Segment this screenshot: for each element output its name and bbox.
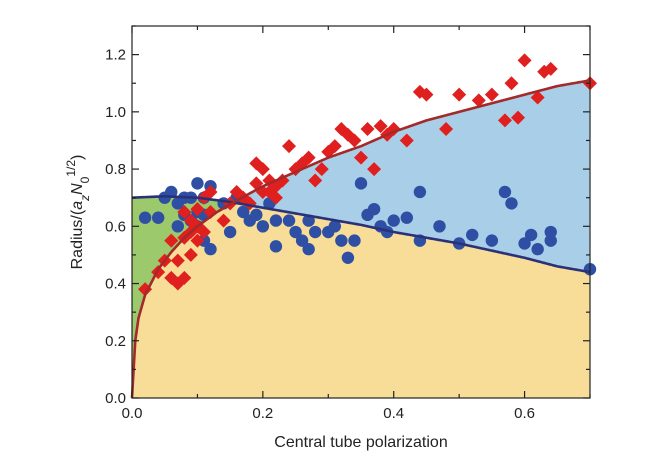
y-tick-label: 0.2 — [105, 333, 126, 350]
chart-points — [138, 53, 597, 297]
red-diamond-point — [399, 133, 414, 148]
blue-circle-point — [138, 211, 152, 224]
blue-circle-point — [223, 225, 237, 239]
red-diamond-point — [196, 225, 211, 240]
red-curve — [130, 79, 591, 399]
blue-circle-point — [400, 211, 413, 224]
chart-curves — [130, 79, 591, 399]
red-diamond-point — [497, 113, 512, 128]
y-tick-label: 0.0 — [105, 390, 126, 407]
red-diamond-point — [190, 202, 205, 217]
red-diamond-point — [327, 139, 342, 154]
y-tick-label: 0.8 — [105, 161, 126, 178]
red-diamond-point — [511, 110, 526, 125]
blue-circle-point — [295, 234, 309, 247]
y-tick-label: 1.2 — [105, 47, 126, 64]
red-diamond-point — [354, 150, 368, 165]
blue-circle-point — [413, 185, 427, 199]
blue-circle-point — [250, 208, 263, 222]
red-diamond-point — [164, 233, 179, 248]
red-diamond-point — [347, 133, 362, 148]
red-diamond-point — [216, 213, 231, 228]
red-diamond-point — [471, 93, 486, 108]
x-tick-label: 0.6 — [514, 405, 535, 422]
y-axis-title: Radius/(azN01/2) — [64, 155, 92, 270]
red-diamond-point — [439, 122, 454, 137]
red-diamond-point — [360, 122, 375, 137]
red-diamond-point — [282, 139, 297, 154]
yellow-region — [132, 202, 590, 398]
blue-circle-point — [204, 243, 217, 256]
blue-circle-point — [289, 225, 302, 239]
y-tick-label: 0.4 — [105, 276, 126, 293]
red-diamond-point — [517, 53, 532, 68]
red-diamond-point — [268, 190, 283, 205]
blue-circle-point — [544, 234, 557, 247]
blue-circle-point — [165, 185, 178, 199]
blue-circle-point — [505, 197, 518, 210]
blue-circle-point — [309, 225, 322, 239]
red-diamond-point — [308, 173, 323, 188]
blue-circle-point — [518, 237, 531, 250]
blue-circle-point — [237, 205, 250, 219]
blue-circle-point — [485, 234, 499, 247]
red-diamond-point — [190, 233, 205, 248]
y-tick-label: 0.6 — [105, 218, 126, 235]
blue-circle-point — [191, 177, 204, 190]
red-diamond-point — [170, 253, 185, 268]
plot-frame — [131, 25, 591, 399]
x-tick-label: 0.2 — [252, 405, 273, 422]
blue-curve — [131, 194, 591, 274]
blue-circle-point — [302, 243, 315, 256]
blue-circle-point — [544, 225, 557, 239]
blue-circle-point — [433, 220, 446, 233]
red-diamond-point — [177, 205, 192, 219]
blue-circle-point — [524, 228, 538, 242]
blue-circle-point — [335, 234, 348, 247]
red-diamond-point — [452, 87, 467, 102]
chart-regions — [132, 80, 590, 398]
red-diamond-point — [484, 87, 499, 102]
red-diamond-point — [301, 150, 316, 165]
y-tick-label: 1.0 — [105, 104, 126, 121]
blue-circle-point — [256, 220, 270, 233]
blue-circle-point — [171, 220, 184, 233]
red-diamond-point — [419, 87, 434, 102]
blue-circle-point — [466, 228, 479, 242]
red-diamond-point — [530, 90, 545, 105]
blue-circle-point — [269, 214, 283, 227]
green-region — [132, 196, 234, 398]
blue-circle-point — [531, 243, 544, 256]
blue-circle-point — [387, 214, 400, 227]
x-tick-label: 0.0 — [122, 405, 143, 422]
blue-circle-point — [367, 202, 381, 216]
red-diamond-point — [177, 270, 192, 285]
blue-circle-point — [354, 177, 368, 190]
x-tick-label: 0.4 — [383, 405, 404, 422]
blue-circle-point — [282, 214, 296, 227]
blue-circle-point — [498, 185, 512, 199]
red-diamond-point — [504, 76, 519, 91]
blue-circle-point — [348, 234, 361, 247]
red-diamond-point — [203, 184, 218, 199]
red-diamond-point — [367, 162, 382, 177]
red-diamond-point — [543, 61, 558, 76]
red-diamond-point — [255, 162, 270, 177]
light-blue-region — [233, 80, 590, 272]
red-diamond-point — [314, 162, 329, 177]
blue-circle-point — [269, 240, 283, 253]
blue-circle-point — [341, 251, 355, 264]
blue-circle-point — [328, 220, 342, 233]
red-diamond-point — [373, 119, 388, 134]
blue-circle-point — [151, 211, 165, 224]
x-axis-title: Central tube polarization — [274, 434, 447, 451]
red-diamond-point — [183, 247, 198, 262]
axis-ticks: 0.0 0.2 0.4 0.6 0.0 0.2 0.4 0.6 0.8 1.0 1.2 — [105, 25, 591, 422]
